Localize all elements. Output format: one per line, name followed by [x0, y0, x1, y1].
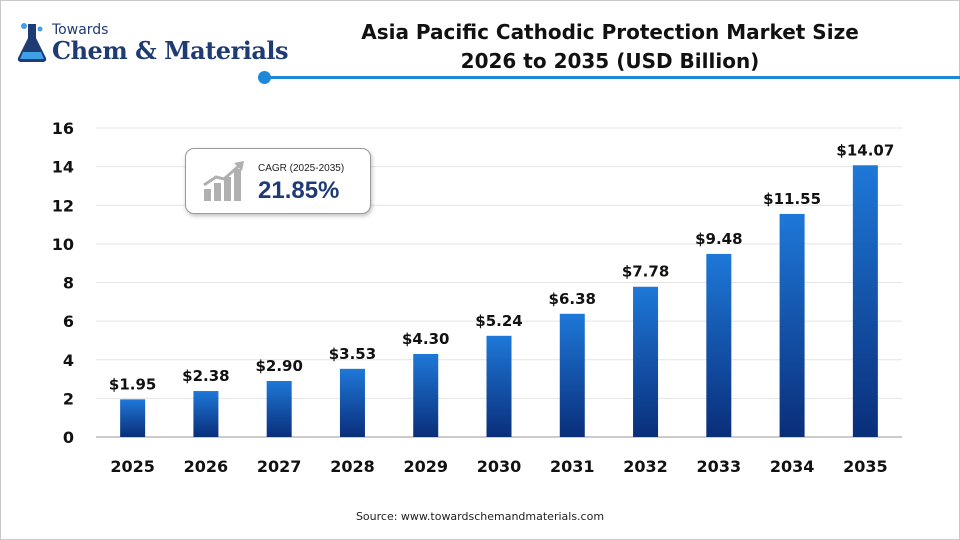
bar-2025: [120, 399, 146, 437]
bar-value-label: $7.78: [622, 263, 669, 281]
bar-2028: [339, 368, 365, 437]
chart-title: Asia Pacific Cathodic Protection Market …: [330, 18, 890, 76]
y-tick-label: 10: [52, 235, 74, 254]
bar-2030: [486, 335, 512, 437]
bar-value-label: $4.30: [402, 330, 449, 348]
y-tick-label: 4: [63, 351, 74, 370]
x-tick-label: 2026: [184, 457, 229, 476]
x-tick-label: 2034: [770, 457, 815, 476]
bar-2026: [193, 391, 219, 437]
x-tick-label: 2028: [330, 457, 375, 476]
x-tick-label: 2027: [257, 457, 302, 476]
logo-towards-text: Towards: [52, 22, 109, 38]
x-tick-label: 2029: [403, 457, 448, 476]
logo-main-text: Chem & Materials: [52, 36, 289, 65]
flask-logo-icon: [17, 23, 47, 62]
y-tick-label: 6: [63, 312, 74, 331]
bar-value-label: $5.24: [475, 312, 522, 330]
y-tick-label: 12: [52, 196, 74, 215]
bar-2031: [559, 313, 585, 437]
chart-title-line2: 2026 to 2035 (USD Billion): [460, 49, 760, 73]
bar-2032: [633, 286, 659, 437]
source-note: Source: www.towardschemandmaterials.com: [355, 510, 605, 523]
chart-title-line1: Asia Pacific Cathodic Protection Market …: [361, 20, 859, 44]
x-tick-label: 2025: [110, 457, 155, 476]
x-tick-label: 2031: [550, 457, 595, 476]
x-axis: 2025 2026 2027 2028 2029 2030 2031 2032 2033 2034…: [110, 457, 887, 476]
bar-value-label: $3.53: [329, 345, 376, 363]
y-axis: 0 2 4 6 8 10 12 14 16: [52, 119, 74, 447]
bar-value-label: $1.95: [109, 375, 156, 393]
bar-value-label: $2.90: [255, 357, 302, 375]
bar-2034: [779, 213, 805, 437]
growth-chart-icon: [203, 161, 244, 201]
bar-2033: [706, 253, 732, 437]
bar-value-label: $2.38: [182, 367, 229, 385]
bar-2027: [266, 380, 292, 437]
brand-logo: Towards Chem & Materials: [14, 20, 289, 68]
y-tick-label: 16: [52, 119, 74, 138]
cagr-label: CAGR (2025-2035): [258, 163, 345, 174]
title-rule: [270, 76, 960, 79]
bar-value-label: $9.48: [695, 230, 742, 248]
y-tick-label: 0: [63, 428, 74, 447]
y-tick-label: 14: [52, 158, 74, 177]
title-rule-dot: [258, 71, 271, 84]
bar-2035: [852, 165, 878, 437]
bar-value-label: $6.38: [549, 290, 596, 308]
bars: [120, 165, 878, 437]
x-tick-label: 2035: [843, 457, 888, 476]
y-tick-label: 8: [63, 274, 74, 293]
bar-value-label: $14.07: [836, 141, 894, 159]
x-tick-label: 2030: [477, 457, 522, 476]
value-labels: $1.95 $2.38 $2.90 $3.53 $4.30 $5.24 $6.38 $7.78…: [109, 141, 894, 393]
cagr-value: 21.85%: [258, 177, 340, 204]
bar-value-label: $11.55: [763, 190, 821, 208]
y-tick-label: 2: [63, 389, 74, 408]
cagr-callout: CAGR (2025-2035) 21.85%: [185, 148, 371, 214]
bar-2029: [413, 353, 439, 437]
x-tick-label: 2032: [623, 457, 668, 476]
x-tick-label: 2033: [697, 457, 742, 476]
